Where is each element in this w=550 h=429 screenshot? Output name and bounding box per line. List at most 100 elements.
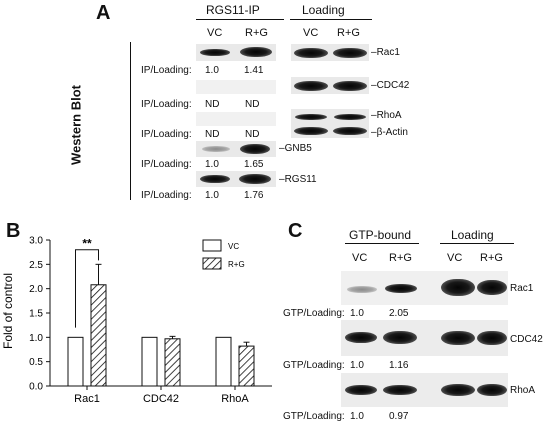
- ip-rgs11-vc-band: [200, 175, 230, 183]
- rhoa-tag: –RhoA: [371, 110, 402, 121]
- y-tick-label: 3.0: [29, 236, 43, 247]
- gtp-ratio-label: GTP/Loading:: [283, 411, 345, 422]
- panel-c-letter: C: [288, 220, 303, 242]
- fold-of-control-bar-chart: Fold of control 0.0 0.5 1.0 1.5 2.0 2.5 3.0 Ra…: [1, 236, 272, 405]
- ip-ratio-label: IP/Loading:: [141, 99, 192, 110]
- ip-ratio-label: IP/Loading:: [141, 65, 192, 76]
- gtp-rhoa-vc-band: [345, 385, 377, 395]
- western-blot-label: Western Blot: [68, 85, 84, 165]
- gtp-col-vc: VC: [352, 252, 368, 264]
- ip-ratio-vc: 1.0: [205, 190, 219, 201]
- legend-swatch-rg: [202, 257, 222, 270]
- gtp-blot-rac1: [341, 271, 508, 305]
- y-tick-label: 2.0: [29, 284, 43, 295]
- ip-ratio-vc: 1.0: [205, 159, 219, 170]
- y-tick-label: 1.5: [29, 309, 43, 320]
- ip-blot-cdc42: [196, 80, 276, 94]
- x-tick-labels: Rac1 CDC42 RhoA: [74, 386, 249, 405]
- gtp-ratio-label: GTP/Loading:: [283, 360, 345, 371]
- load-rac1-vc-band: [441, 279, 475, 296]
- legend-swatch-vc: [202, 239, 222, 252]
- loading-header-c: Loading: [451, 228, 494, 242]
- gnb5-tag: –GNB5: [279, 143, 312, 154]
- gtp-cdc42-rg-band: [383, 331, 417, 344]
- cdc42-tag: –CDC42: [371, 80, 410, 91]
- c-row-label-rhoa: RhoA: [510, 385, 536, 396]
- ip-blot-rgs11: [196, 171, 276, 187]
- loading-cdc42-rg-band: [333, 81, 367, 91]
- c-row-label-rac1: Rac1: [510, 283, 534, 294]
- loading-blot-cdc42: [291, 77, 369, 94]
- gtp-ratio-rg-rhoa: 0.97: [389, 411, 409, 422]
- gtp-ratio-vc-rac1: 1.0: [350, 308, 364, 319]
- ip-ratio-label: IP/Loading:: [141, 190, 192, 201]
- y-tick-label: 1.0: [29, 333, 43, 344]
- loading-rac1-vc-band: [294, 48, 328, 58]
- chart-legend: VC R+G: [202, 239, 245, 270]
- ip-ratio-rg: 1.65: [244, 159, 264, 170]
- ip-ratio-rg: ND: [245, 129, 260, 140]
- loading-header-underline-c: [440, 243, 514, 244]
- loading-blot-actin: [291, 125, 369, 138]
- y-tick-label: 0.5: [29, 357, 43, 368]
- bar-vc-rhoa: [215, 336, 232, 387]
- ip-ratio-label: IP/Loading:: [141, 129, 192, 140]
- rac1-tag: –Rac1: [371, 47, 400, 58]
- loading-actin-vc-band: [294, 127, 328, 135]
- gtp-ratio-vc-cdc42: 1.0: [350, 360, 364, 371]
- x-tick-label-rhoa: RhoA: [221, 393, 249, 405]
- ip-rgs11-rg-band: [239, 174, 271, 184]
- loading-header-underline-a: [290, 19, 372, 20]
- gtp-ratio-rg-cdc42: 1.16: [389, 360, 409, 371]
- ip-rac1-vc-band: [200, 49, 230, 56]
- rgs11-ip-header: RGS11-IP: [206, 3, 260, 17]
- ip-blot-rhoa: [196, 112, 276, 126]
- loading-col-vc-c: VC: [447, 252, 463, 264]
- loading-actin-rg-band: [333, 127, 367, 135]
- load-cdc42-vc-band: [441, 331, 475, 345]
- loading-col-vc-a: VC: [303, 27, 319, 39]
- bar-vc-rac1: [67, 336, 84, 387]
- ip-ratio-label: IP/Loading:: [141, 159, 192, 170]
- loading-blot-rhoa: [291, 109, 369, 125]
- gnb5-tag-text: GNB5: [284, 143, 312, 154]
- loading-cdc42-vc-band: [294, 81, 328, 91]
- ip-header-underline: [196, 19, 284, 20]
- loading-col-rg-a: R+G: [337, 27, 360, 39]
- c-row-label-cdc42: CDC42: [510, 334, 543, 345]
- ip-ratio-vc: 1.0: [205, 65, 219, 76]
- loading-rac1-rg-band: [333, 48, 367, 58]
- legend-label-rg: R+G: [228, 260, 245, 269]
- gtp-ratio-label: GTP/Loading:: [283, 308, 345, 319]
- gtp-col-rg: R+G: [389, 252, 412, 264]
- gtp-bound-header: GTP-bound: [349, 228, 412, 242]
- ip-blot-rac1: [196, 44, 276, 61]
- load-cdc42-rg-band: [477, 331, 507, 345]
- y-tick-label: 2.5: [29, 260, 43, 271]
- bar-rg-cdc42: [164, 338, 181, 387]
- rgs11-tag: –RGS11: [279, 174, 317, 185]
- bar-rg-rac1: [90, 284, 107, 387]
- significance-line: [75, 249, 99, 328]
- bar-vc-cdc42: [141, 336, 158, 387]
- ip-ratio-rg: 1.41: [244, 65, 264, 76]
- bars-group: [67, 263, 255, 387]
- ip-rac1-rg-band: [240, 47, 272, 57]
- gtp-blot-rhoa: [341, 373, 508, 407]
- loading-rhoa-rg-band: [334, 114, 366, 120]
- load-rac1-rg-band: [477, 280, 507, 295]
- x-tick-label-cdc42: CDC42: [143, 393, 179, 405]
- x-tick-label-rac1: Rac1: [74, 393, 100, 405]
- western-blot-bracket: [130, 42, 131, 200]
- cdc42-tag-text: CDC42: [376, 80, 410, 91]
- actin-tag: –β-Actin: [371, 127, 408, 138]
- load-rhoa-rg-band: [477, 384, 507, 396]
- actin-tag-text: β-Actin: [376, 127, 408, 138]
- gtp-ratio-rg-rac1: 2.05: [389, 308, 409, 319]
- ip-ratio-rg: 1.76: [244, 190, 264, 201]
- gtp-ratio-vc-rhoa: 1.0: [350, 411, 364, 422]
- gtp-blot-cdc42: [341, 320, 508, 356]
- significance-bracket: **: [75, 237, 99, 328]
- loading-col-rg-c: R+G: [480, 252, 503, 264]
- significance-stars: **: [82, 237, 92, 251]
